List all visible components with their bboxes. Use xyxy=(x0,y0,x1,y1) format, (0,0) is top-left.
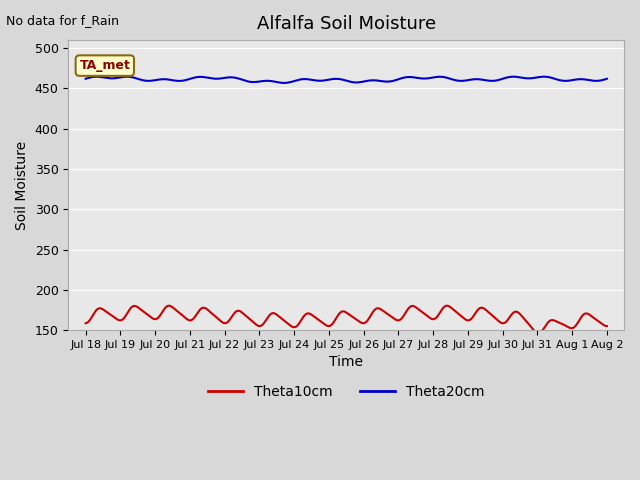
Text: TA_met: TA_met xyxy=(79,59,131,72)
Legend: Theta10cm, Theta20cm: Theta10cm, Theta20cm xyxy=(202,379,490,404)
X-axis label: Time: Time xyxy=(329,355,364,369)
Text: No data for f_Rain: No data for f_Rain xyxy=(6,14,120,27)
Y-axis label: Soil Moisture: Soil Moisture xyxy=(15,141,29,229)
Title: Alfalfa Soil Moisture: Alfalfa Soil Moisture xyxy=(257,15,436,33)
